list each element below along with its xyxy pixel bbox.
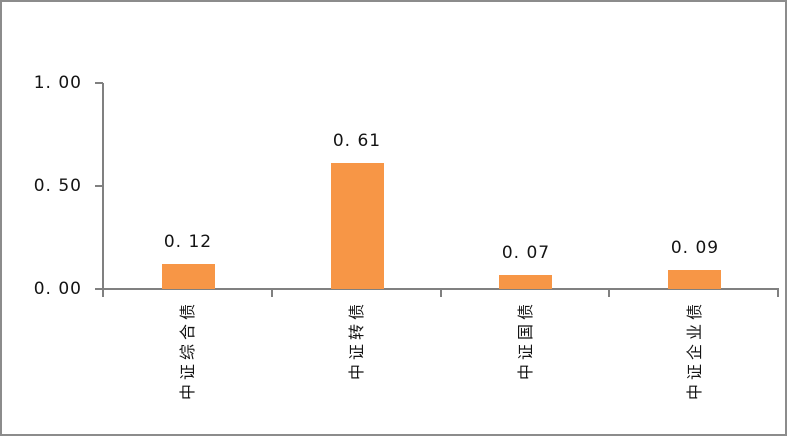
y-axis-tick — [95, 82, 103, 84]
x-axis-tick — [102, 290, 104, 297]
x-axis-tick — [777, 290, 779, 297]
y-axis-tick-label: 1. 00 — [33, 73, 82, 93]
y-axis-tick — [95, 185, 103, 187]
x-axis-line — [102, 288, 779, 290]
y-axis-tick — [95, 288, 103, 290]
x-category-label: 中证企业债 — [685, 300, 704, 401]
y-axis-tick-label: 0. 00 — [33, 279, 82, 299]
x-category-label: 中证转债 — [347, 300, 366, 381]
bar-中证企业债 — [668, 270, 721, 289]
bar-中证国债 — [499, 275, 552, 289]
bar-value-label: 0. 61 — [332, 131, 382, 151]
x-axis-tick — [439, 290, 442, 297]
bar-value-label: 0. 09 — [670, 238, 720, 258]
y-axis-tick-label: 0. 50 — [33, 176, 82, 196]
x-axis-tick — [270, 290, 273, 297]
bar-value-label: 0. 07 — [501, 243, 551, 263]
bar-中证综合债 — [162, 264, 215, 289]
bar-中证转债 — [331, 163, 384, 289]
y-axis-line — [102, 83, 104, 291]
x-axis-tick — [608, 290, 611, 297]
x-category-label: 中证综合债 — [178, 300, 197, 401]
x-category-label: 中证国债 — [516, 300, 535, 381]
bar-value-label: 0. 12 — [163, 232, 213, 252]
